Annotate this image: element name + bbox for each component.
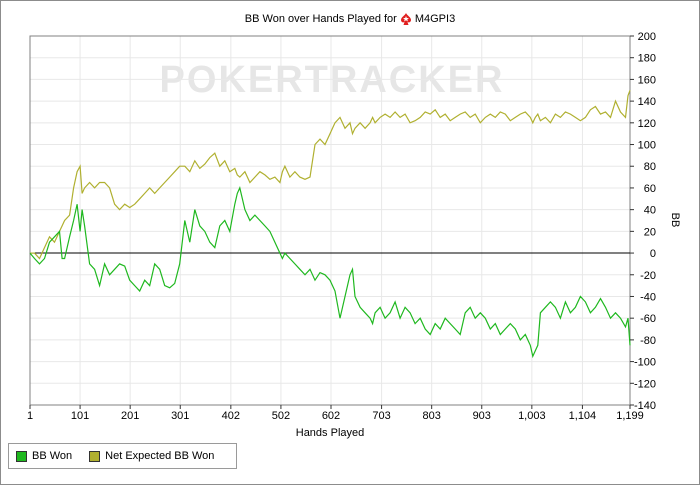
x-axis-label: Hands Played (296, 427, 365, 439)
x-tick-label: 101 (71, 410, 89, 422)
chart-title-text: BB Won over Hands Played for (244, 13, 397, 25)
legend-label-bb-won: BB Won (32, 450, 73, 462)
x-tick-label: 402 (222, 410, 240, 422)
x-tick-label: 903 (473, 410, 491, 422)
series-group (29, 90, 631, 359)
y-tick-label: -20 (640, 270, 656, 282)
y-tick-label: -120 (634, 378, 656, 390)
x-tick-label: 602 (322, 410, 340, 422)
y-tick-label: -60 (640, 313, 656, 325)
pokerstars-logo-icon (400, 13, 411, 25)
legend-swatch-bb-won (16, 450, 27, 462)
y-tick-label: -80 (640, 335, 656, 347)
series-line-expected (30, 90, 631, 260)
y-axis-ticks: 200180160140120100806040200-20-40-60-80-… (630, 31, 656, 412)
player-name: M4GPI3 (414, 13, 456, 25)
y-tick-label: 120 (638, 118, 656, 130)
y-tick-label: 0 (650, 248, 656, 260)
y-tick-label: 80 (644, 161, 656, 173)
plot-area-border (29, 35, 631, 406)
legend: BB Won Net Expected BB Won (8, 443, 237, 469)
y-tick-label: 140 (638, 96, 656, 108)
chart-title: BB Won over Hands Played for M4GPI3 (0, 11, 700, 27)
x-tick-label: 301 (171, 410, 189, 422)
x-tick-label: 502 (272, 410, 290, 422)
legend-label-expected: Net Expected BB Won (105, 450, 215, 462)
x-tick-label: 1,003 (518, 410, 546, 422)
y-tick-label: 40 (644, 205, 656, 217)
y-tick-label: -140 (634, 400, 656, 412)
x-tick-label: 1,104 (569, 410, 597, 422)
y-axis-label: BB (669, 213, 681, 228)
y-tick-label: 180 (638, 53, 656, 65)
legend-swatch-expected (89, 450, 101, 462)
y-tick-label: -40 (640, 291, 656, 303)
y-tick-label: 20 (644, 226, 656, 238)
x-tick-label: 1 (27, 410, 33, 422)
x-tick-label: 1,199 (616, 410, 644, 422)
y-tick-label: -100 (634, 357, 656, 369)
series-line-bb-won (29, 186, 631, 359)
watermark-text: POKERTRACKER (160, 59, 505, 101)
legend-item-bb-won[interactable]: BB Won (16, 450, 72, 462)
y-tick-label: 60 (644, 183, 656, 195)
y-tick-label: 200 (638, 31, 656, 43)
x-tick-label: 703 (372, 410, 390, 422)
y-tick-label: 100 (638, 140, 656, 152)
legend-item-expected[interactable]: Net Expected BB Won (89, 450, 214, 462)
x-tick-label: 201 (121, 410, 139, 422)
pokertracker-watermark: POKERTRACKER (160, 59, 505, 101)
x-tick-label: 803 (422, 410, 440, 422)
y-tick-label: 160 (638, 74, 656, 86)
x-axis-ticks: 1 101 201 301 402 502 602 703 803 903 1,003 1,104 1,… (27, 405, 644, 422)
